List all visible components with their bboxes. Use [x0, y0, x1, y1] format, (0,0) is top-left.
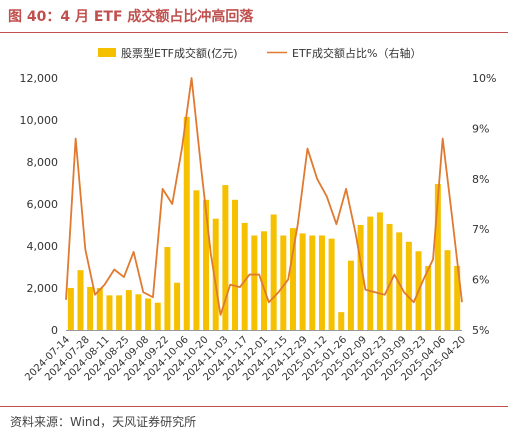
bar [386, 223, 393, 330]
right-tick-label: 8% [472, 173, 489, 186]
left-tick-label: 8,000 [27, 156, 59, 169]
left-tick-label: 10,000 [20, 114, 59, 127]
bar [338, 312, 345, 330]
right-tick-label: 7% [472, 223, 489, 236]
legend-bar-label: 股票型ETF成交额(亿元) [121, 46, 238, 60]
bar [251, 235, 258, 330]
legend-line-label: ETF成交额占比%（右轴） [292, 46, 421, 60]
bar [212, 218, 219, 330]
bar [232, 199, 239, 330]
legend: 股票型ETF成交额(亿元) ETF成交额占比%（右轴） [98, 46, 421, 60]
footer-rule [0, 406, 508, 407]
figure-header: 图 40：4 月 ETF 成交额占比冲高回落 [0, 0, 508, 34]
bar [96, 288, 103, 330]
bar [261, 231, 267, 330]
left-tick-label: 0 [51, 324, 58, 337]
bar [444, 250, 451, 330]
bar [135, 294, 142, 330]
right-axis: 5% 6% 7% 8% 9% 10% [472, 72, 496, 337]
source-note: 资料来源：Wind，天风证券研究所 [10, 415, 197, 429]
bar [425, 265, 432, 330]
bar [241, 222, 248, 330]
bar [289, 228, 296, 330]
bar [299, 233, 306, 330]
bar [154, 302, 161, 330]
bar [367, 216, 374, 330]
right-tick-label: 9% [472, 122, 489, 135]
bar [454, 265, 461, 330]
bar [318, 235, 325, 330]
left-axis: 0 2,000 4,000 6,000 8,000 10,000 12,000 [20, 72, 59, 337]
x-axis: 2024-07-142024-07-282024-08-112024-08-25… [23, 330, 468, 383]
bar [87, 286, 94, 330]
left-tick-label: 4,000 [27, 240, 59, 253]
left-tick-label: 6,000 [27, 198, 59, 211]
bar [357, 225, 364, 330]
bar [125, 290, 132, 330]
bar-series [67, 116, 461, 330]
bar [164, 247, 171, 330]
legend-bar-swatch [98, 48, 116, 57]
bar [145, 298, 152, 330]
bar [116, 295, 123, 330]
right-tick-label: 6% [472, 274, 489, 287]
bar [309, 235, 316, 330]
bar [270, 214, 277, 330]
bar [376, 212, 383, 330]
bar [280, 235, 287, 330]
left-tick-label: 12,000 [20, 72, 59, 85]
title-underline [0, 32, 508, 33]
bar [396, 232, 403, 330]
left-tick-label: 2,000 [27, 282, 59, 295]
chart-area: 股票型ETF成交额(亿元) ETF成交额占比%（右轴） 0 2,000 4,000 6,… [0, 36, 508, 406]
bar [77, 270, 84, 330]
line-path [65, 77, 463, 316]
bar [347, 260, 354, 330]
bar [328, 238, 335, 330]
bar [405, 241, 412, 330]
bar [183, 116, 190, 330]
bar [434, 184, 441, 330]
right-tick-label: 5% [472, 324, 489, 337]
bar [174, 282, 181, 330]
combo-chart: 股票型ETF成交额(亿元) ETF成交额占比%（右轴） 0 2,000 4,000 6,… [20, 46, 497, 383]
line-series [65, 77, 463, 316]
bar [67, 288, 74, 330]
bar [106, 295, 113, 330]
figure-title: 图 40：4 月 ETF 成交额占比冲高回落 [8, 9, 254, 25]
bar [222, 185, 229, 330]
bar [193, 190, 200, 330]
bar [203, 199, 210, 330]
right-tick-label: 10% [472, 72, 496, 85]
